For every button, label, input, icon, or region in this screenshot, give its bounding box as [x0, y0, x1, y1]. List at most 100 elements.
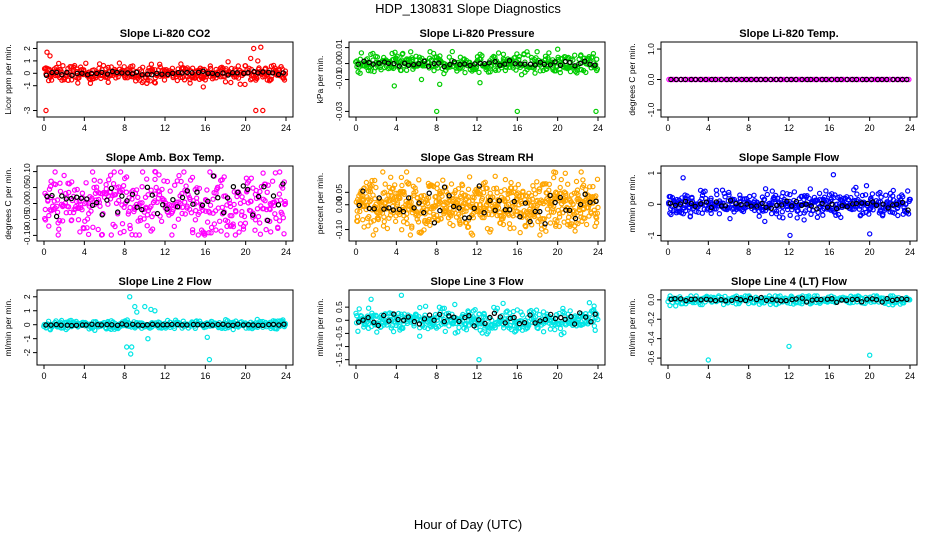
- hourly-point: [391, 60, 397, 67]
- hourly-point: [93, 70, 100, 77]
- data-point: [189, 227, 196, 233]
- data-point: [178, 61, 184, 67]
- x-tick-label: 4: [706, 247, 711, 257]
- hourly-point: [370, 61, 376, 67]
- hourly-point: [371, 206, 377, 212]
- hourly-point: [677, 201, 684, 207]
- hourly-point: [557, 194, 564, 201]
- y-tick-label: -1.0: [646, 102, 656, 117]
- data-point: [383, 206, 389, 212]
- hourly-point: [884, 295, 890, 302]
- data-point: [111, 169, 117, 175]
- hourly-point: [249, 212, 256, 218]
- data-point: [679, 195, 685, 201]
- data-point: [237, 81, 243, 87]
- hourly-point: [381, 312, 387, 319]
- hourly-point: [853, 200, 860, 207]
- data-point: [93, 184, 100, 190]
- y-axis: -0.10-0.050.000.050.10: [22, 163, 37, 245]
- hourly-point: [184, 69, 190, 76]
- data-point: [595, 204, 601, 211]
- hourly-point: [405, 62, 412, 69]
- x-tick-label: 16: [824, 123, 834, 133]
- data-point: [277, 197, 284, 203]
- data-point: [280, 214, 286, 221]
- x-tick-label: 0: [353, 123, 358, 133]
- data-point: [537, 232, 543, 238]
- hourly-point: [159, 71, 165, 77]
- data-point: [684, 193, 690, 199]
- data-point: [440, 177, 446, 183]
- data-point: [92, 327, 98, 333]
- hourly-point: [64, 69, 70, 76]
- hourly-point: [194, 322, 201, 328]
- data-point: [159, 186, 165, 193]
- data-point: [764, 191, 771, 198]
- data-point: [525, 52, 531, 58]
- data-point: [231, 201, 237, 208]
- y-tick-label: -0.5: [334, 326, 344, 341]
- data-point: [756, 213, 762, 219]
- hourly-point: [572, 63, 578, 69]
- hourly-point: [234, 70, 240, 76]
- data-point: [145, 77, 151, 83]
- hourly-point: [471, 205, 477, 211]
- data-point: [181, 169, 187, 175]
- hourly-point: [48, 322, 54, 328]
- data-point: [495, 50, 502, 56]
- y-tick-label: 0.05: [334, 184, 344, 201]
- hourly-point: [360, 317, 366, 323]
- data-point: [381, 189, 388, 195]
- data-point: [139, 200, 145, 206]
- hourly-point: [571, 321, 578, 327]
- y-axis-label: degrees C per min.: [3, 167, 13, 239]
- outlier-points: [705, 343, 873, 363]
- hourly-point: [482, 320, 488, 327]
- hourly-point: [365, 314, 371, 321]
- outlier-point: [142, 303, 148, 310]
- data-point: [103, 181, 109, 188]
- hourly-point: [129, 321, 136, 327]
- outlier-point: [418, 229, 425, 235]
- y-tick-label: 0.00: [334, 55, 344, 72]
- data-point: [434, 185, 440, 192]
- data-point: [59, 218, 66, 224]
- hourly-point: [873, 297, 880, 303]
- outlier-point: [152, 168, 158, 175]
- hourly-point: [708, 297, 714, 303]
- data-point: [422, 303, 429, 309]
- x-tick-label: 12: [472, 371, 482, 381]
- data-point: [536, 311, 543, 318]
- hourly-point: [692, 203, 698, 210]
- hourly-point: [44, 193, 50, 200]
- hourly-point: [376, 195, 382, 201]
- data-point: [242, 220, 249, 226]
- data-point: [204, 219, 211, 225]
- hourly-point: [904, 296, 910, 303]
- y-tick-label: 0.05: [22, 179, 32, 196]
- hourly-point: [497, 314, 503, 320]
- data-point: [515, 181, 522, 188]
- hourly-point: [843, 297, 850, 303]
- hourly-point: [713, 199, 720, 205]
- hourly-point: [431, 317, 437, 323]
- data-point: [71, 187, 78, 193]
- data-point: [784, 191, 790, 197]
- data-point: [671, 76, 677, 83]
- data-point: [803, 194, 810, 200]
- hourly-point: [149, 71, 155, 78]
- data-point: [196, 185, 203, 192]
- outlier-point: [128, 344, 135, 350]
- outlier-point: [152, 308, 158, 314]
- data-point: [437, 199, 443, 205]
- hourly-point: [502, 61, 508, 67]
- x-tick-label: 16: [824, 247, 834, 257]
- y-tick-label: -0.4: [646, 331, 656, 346]
- data-point: [119, 187, 125, 193]
- series-hourly: [43, 321, 287, 329]
- x-tick-label: 4: [394, 247, 399, 257]
- hourly-point: [774, 202, 780, 209]
- data-point: [369, 177, 375, 184]
- data-point: [222, 79, 229, 85]
- hourly-point: [778, 76, 784, 83]
